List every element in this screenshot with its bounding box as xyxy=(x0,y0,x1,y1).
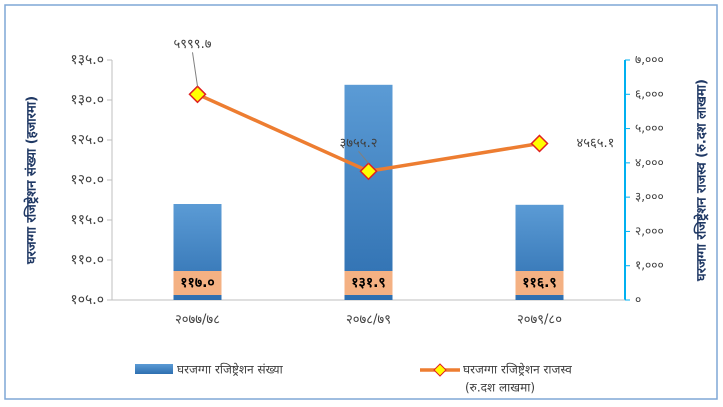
y2-tick-label: ० xyxy=(635,293,641,307)
y2-tick-label: ४,००० xyxy=(635,155,664,169)
leader-line xyxy=(192,52,198,87)
y-tick-label: १२०.० xyxy=(70,172,104,188)
leader-line xyxy=(358,150,369,164)
y2-tick-label: ७,००० xyxy=(635,53,664,67)
y-tick-label: १०५.० xyxy=(70,292,104,308)
y-tick-label: ११५.० xyxy=(70,212,104,228)
x-tick-label: २०७७/७८ xyxy=(175,313,220,328)
y2-tick-label: १,००० xyxy=(635,258,664,272)
value-label: ४५६५.१ xyxy=(577,136,615,151)
value-label: ११७.० xyxy=(180,275,214,291)
y2-tick-label: ३,००० xyxy=(635,190,664,204)
y-tick-label: १३०.० xyxy=(70,92,104,108)
y2-tick-label: ५,००० xyxy=(635,121,664,135)
y2-tick-label: ६,००० xyxy=(635,87,664,101)
legend-note: (रु.दश लाखमा) xyxy=(465,381,535,395)
legend-marker xyxy=(433,363,447,377)
legend-label: घरजग्गा रजिष्ट्रेशन राजस्व xyxy=(463,363,572,377)
value-label-box xyxy=(344,271,393,295)
value-label: ५९९९.७ xyxy=(174,37,212,52)
y2-tick-label: २,००० xyxy=(635,224,664,238)
y-tick-label: ११०.० xyxy=(70,252,104,268)
y-tick-label: १३५.० xyxy=(70,52,104,68)
legend-swatch xyxy=(135,364,173,374)
line-marker xyxy=(188,85,207,104)
line-marker xyxy=(359,162,378,181)
line-marker xyxy=(530,134,549,153)
x-tick-label: २०७८/७९ xyxy=(346,313,391,328)
value-label-box xyxy=(173,271,222,295)
value-label: १३१.९ xyxy=(351,275,385,291)
y2-axis-title: घरजग्गा रजिष्ट्रेशन राजस्व (रु.दश लाखमा) xyxy=(694,79,710,282)
y-axis-title: घरजग्गा रजिष्ट्रेशन संख्या (हजारमा) xyxy=(24,96,40,265)
value-label-box xyxy=(515,271,564,295)
x-tick-label: २०७९/८० xyxy=(517,313,562,328)
value-label: ३७५५.२ xyxy=(340,136,378,151)
legend-label: घरजग्गा रजिष्ट्रेशन संख्या xyxy=(177,363,284,377)
y-tick-label: १२५.० xyxy=(70,132,104,148)
value-label: ११६.९ xyxy=(522,275,556,291)
bar xyxy=(344,84,393,300)
